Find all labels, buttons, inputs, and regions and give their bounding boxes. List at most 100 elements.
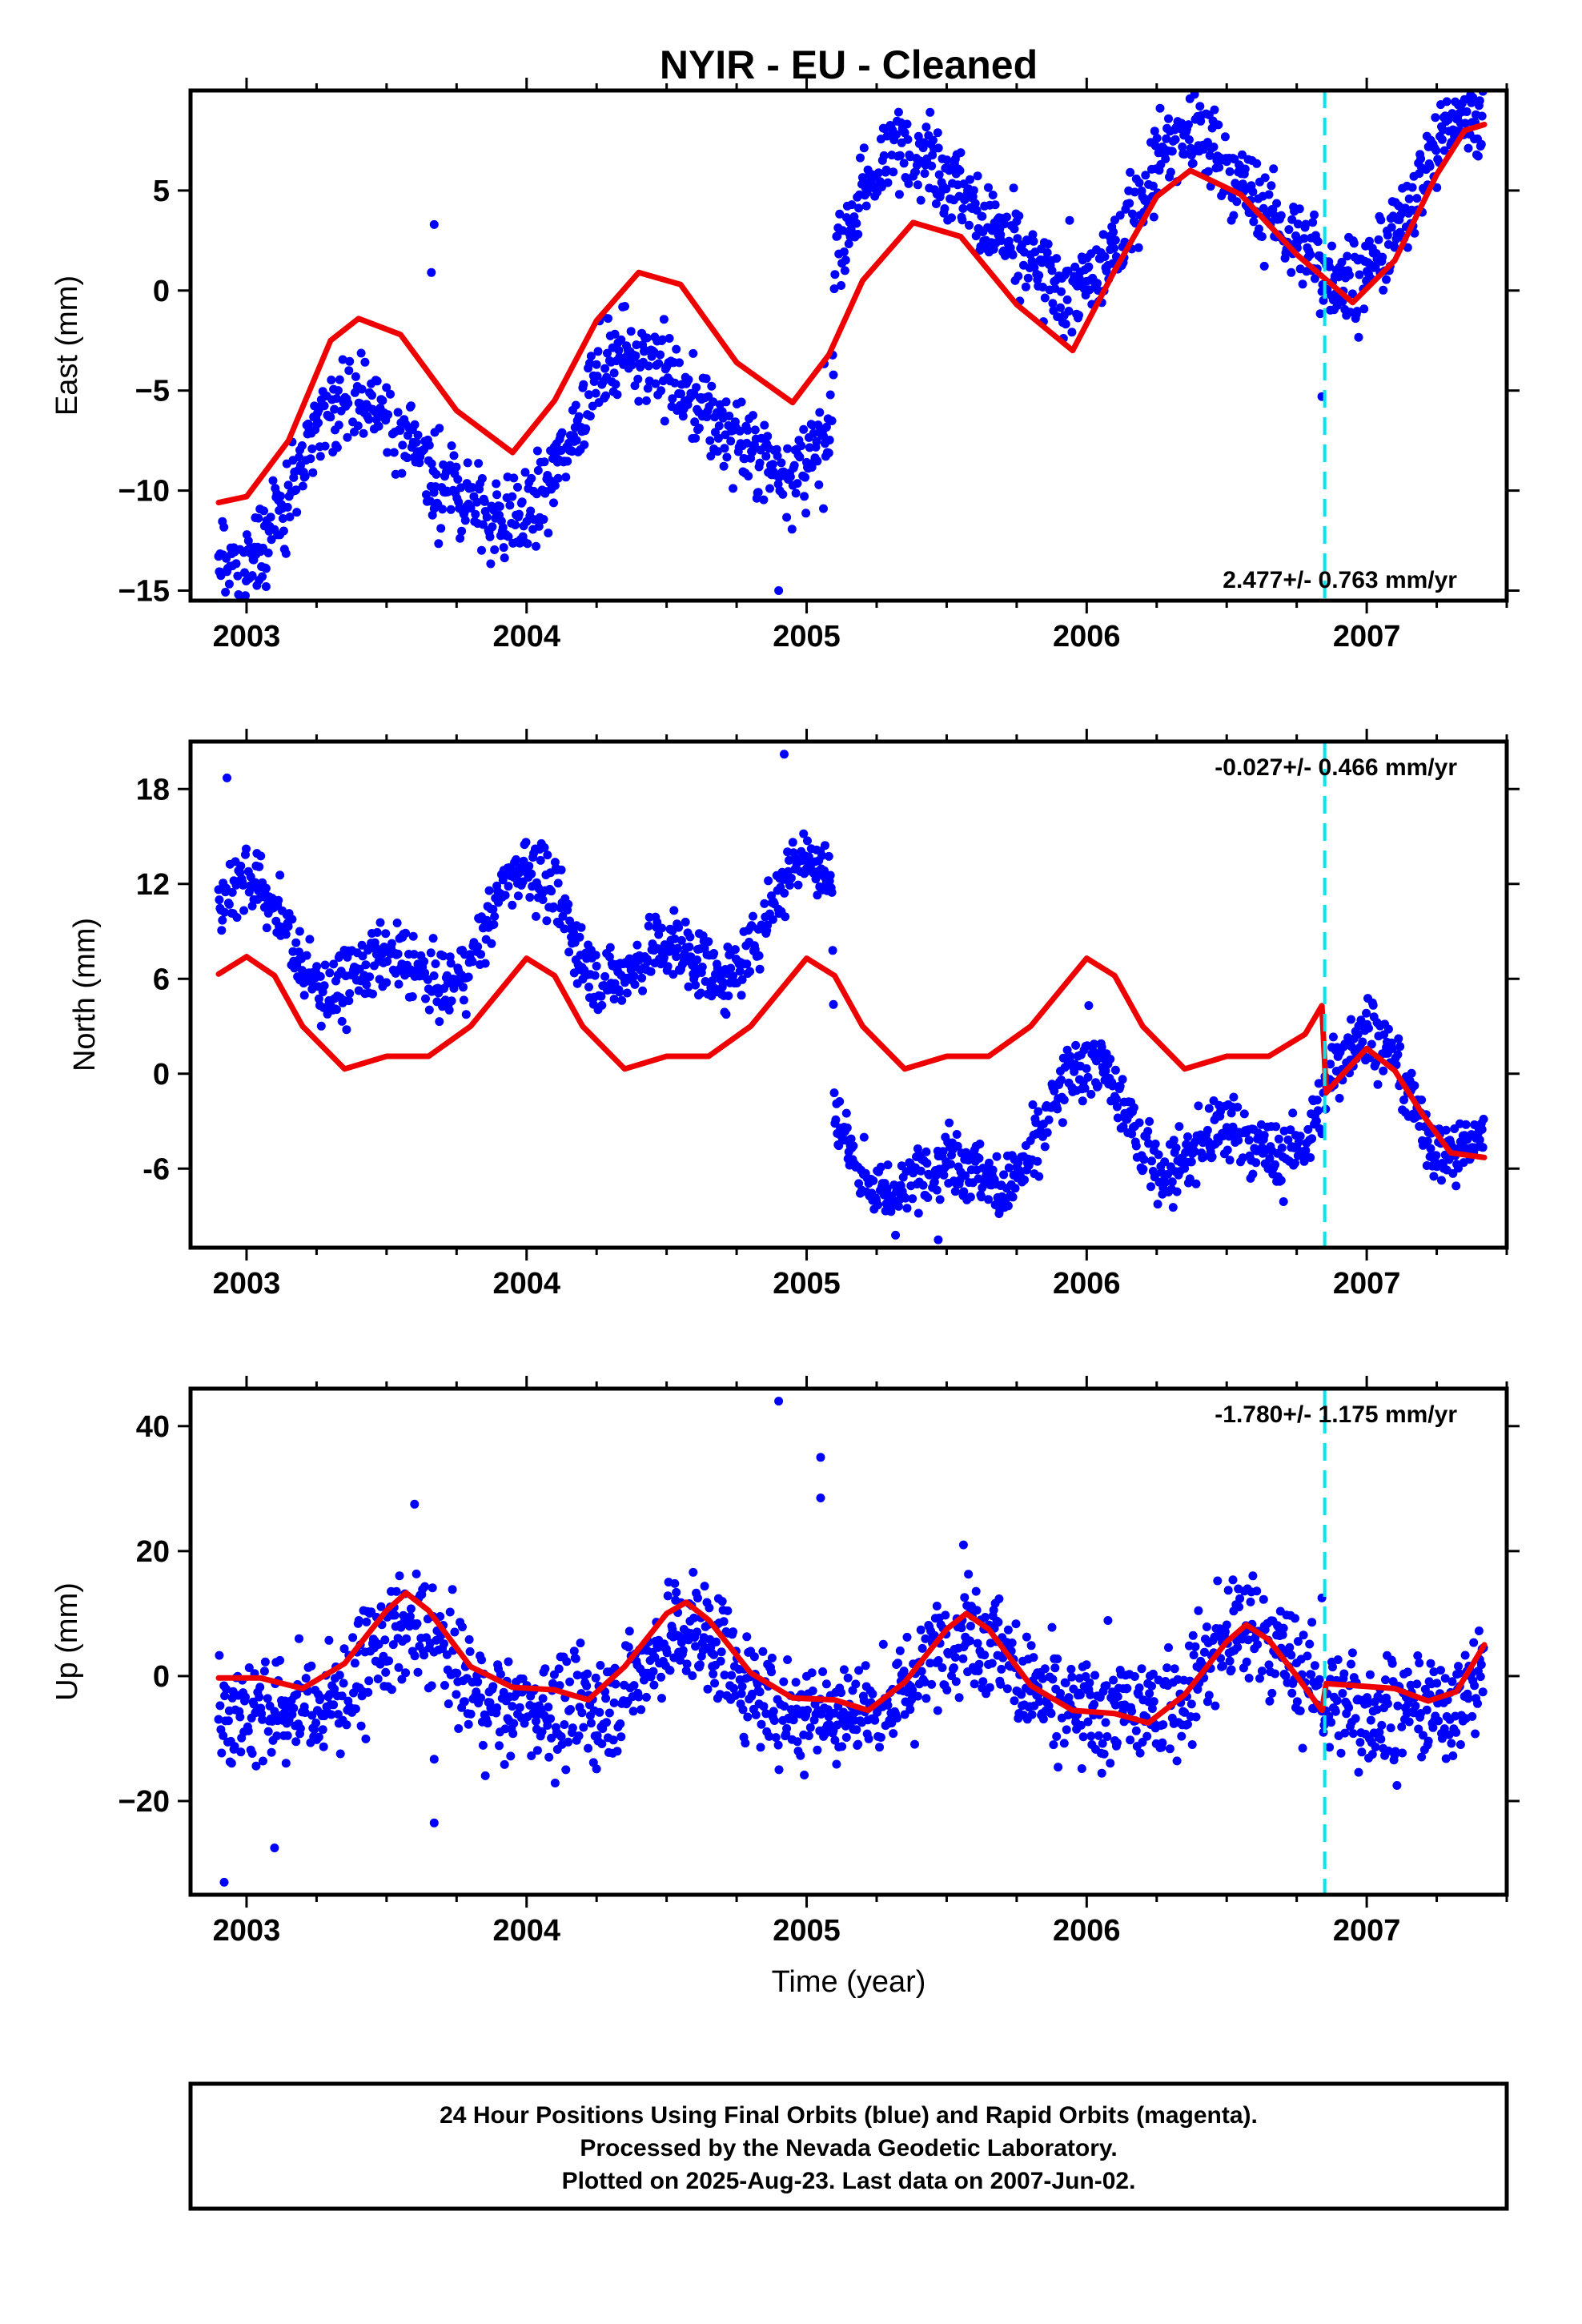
data-point — [961, 1171, 970, 1180]
data-point — [1090, 1039, 1099, 1049]
data-point — [413, 430, 423, 440]
data-point — [420, 1582, 430, 1591]
data-point — [1383, 1024, 1393, 1034]
data-point — [988, 191, 998, 199]
data-point — [244, 1663, 254, 1672]
data-point — [1238, 1153, 1247, 1163]
data-point — [889, 1729, 898, 1739]
data-point — [492, 1703, 502, 1712]
data-point — [1162, 1663, 1172, 1673]
data-point — [1210, 105, 1219, 115]
data-point — [1428, 1723, 1438, 1732]
data-point — [1367, 1039, 1376, 1049]
data-point — [665, 1666, 675, 1675]
data-point — [932, 1602, 942, 1610]
data-point — [1291, 1159, 1299, 1168]
data-point — [1002, 1684, 1012, 1694]
data-point — [1028, 1100, 1038, 1109]
data-point — [882, 131, 892, 141]
data-point — [1126, 167, 1135, 177]
data-point — [1172, 1756, 1182, 1766]
data-point — [359, 428, 368, 438]
data-point — [320, 960, 330, 970]
data-point — [953, 1141, 962, 1151]
data-point — [214, 1715, 223, 1724]
data-point — [337, 1016, 347, 1026]
data-point — [1271, 1122, 1281, 1132]
data-point — [1239, 1109, 1249, 1119]
data-point — [773, 451, 782, 460]
data-point — [439, 951, 448, 961]
data-point — [408, 992, 417, 1001]
data-point — [652, 918, 662, 927]
data-point — [726, 963, 736, 973]
data-point — [904, 179, 913, 188]
data-point — [903, 135, 913, 144]
outlier-point — [819, 504, 828, 513]
data-point — [1215, 163, 1224, 172]
data-point — [749, 1652, 759, 1662]
data-point — [765, 1731, 774, 1741]
data-point — [1115, 211, 1125, 220]
data-point — [693, 1594, 702, 1602]
x-tick-label: 2004 — [492, 1914, 560, 1948]
data-point — [1174, 80, 1183, 89]
data-point — [473, 942, 483, 951]
data-point — [768, 460, 777, 469]
data-point — [908, 1194, 917, 1204]
data-point — [1468, 1711, 1477, 1721]
data-point — [678, 412, 688, 421]
data-point — [281, 1759, 291, 1768]
data-point — [466, 1709, 476, 1719]
data-point — [215, 1651, 224, 1660]
data-point — [1097, 1768, 1106, 1778]
data-point — [554, 1664, 564, 1674]
data-point — [1234, 1136, 1243, 1145]
north-rate-label: -0.027+/- 0.466 mm/yr — [1215, 754, 1457, 781]
data-point — [1434, 1716, 1443, 1726]
data-point — [756, 1743, 765, 1752]
data-point — [1379, 285, 1388, 295]
data-point — [473, 1677, 483, 1687]
data-point — [452, 462, 461, 472]
data-point — [539, 515, 548, 524]
outlier-point — [816, 1453, 825, 1462]
data-point — [853, 1739, 863, 1749]
data-point — [1267, 181, 1276, 191]
data-point — [330, 1684, 339, 1694]
data-point — [1184, 135, 1194, 144]
data-point — [1146, 1182, 1155, 1192]
data-point — [713, 447, 722, 456]
data-point — [1441, 1754, 1451, 1763]
data-point — [218, 915, 227, 925]
data-point — [1134, 178, 1144, 187]
data-point — [1409, 1708, 1419, 1718]
data-point — [1040, 1142, 1050, 1152]
data-point — [342, 1720, 351, 1730]
data-point — [1155, 103, 1165, 113]
data-point — [965, 220, 974, 230]
y-tick-label: -6 — [143, 1152, 170, 1186]
data-point — [532, 911, 540, 921]
data-point — [1150, 1140, 1160, 1148]
data-point — [1299, 1630, 1308, 1640]
data-point — [787, 525, 797, 534]
data-point — [546, 1714, 556, 1723]
data-point — [1265, 1696, 1275, 1706]
data-point — [1017, 1690, 1026, 1699]
data-point — [217, 926, 227, 935]
data-point — [1150, 127, 1159, 136]
data-point — [1067, 1672, 1077, 1682]
data-point — [837, 1688, 846, 1698]
data-point — [444, 1699, 453, 1709]
data-point — [466, 504, 476, 513]
data-point — [719, 1617, 729, 1626]
data-point — [268, 476, 278, 485]
data-point — [301, 1674, 311, 1683]
data-point — [595, 1707, 604, 1717]
data-point — [1476, 1672, 1485, 1682]
data-point — [410, 420, 420, 429]
data-point — [1477, 1124, 1487, 1134]
data-point — [781, 912, 790, 922]
data-point — [395, 1571, 404, 1581]
